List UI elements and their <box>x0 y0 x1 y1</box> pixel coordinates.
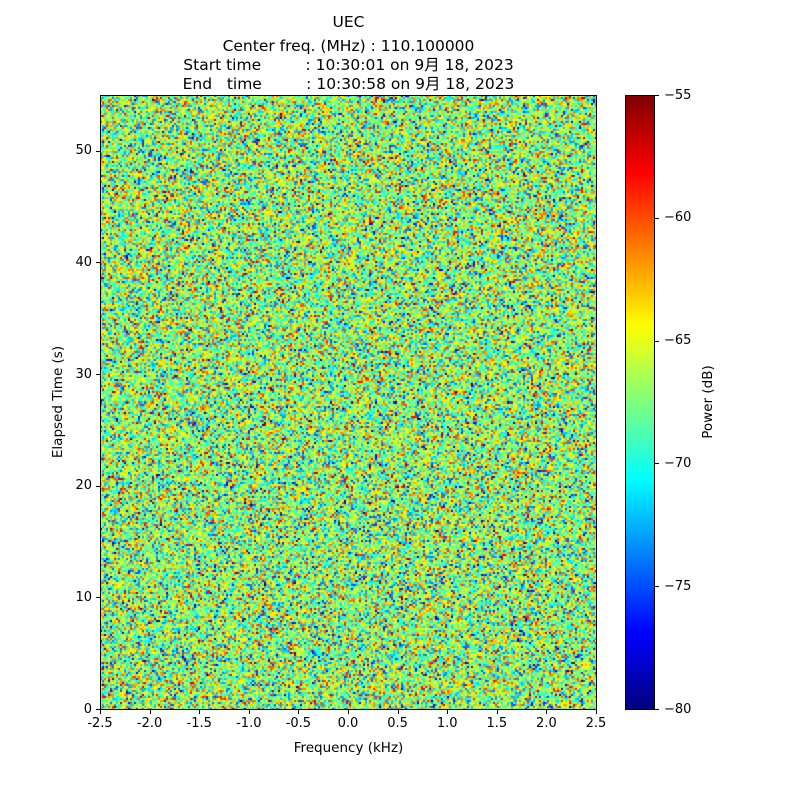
colorbar-tick-label: −60 <box>664 210 692 226</box>
x-tick-mark <box>596 710 597 714</box>
x-tick-label: -2.0 <box>136 716 163 731</box>
x-tick-label: 2.0 <box>536 716 557 731</box>
y-tick-mark <box>96 486 100 487</box>
x-tick-label: 2.5 <box>585 716 607 731</box>
x-tick-label: -2.5 <box>87 716 113 731</box>
y-tick-label: 30 <box>75 366 92 382</box>
x-tick-label: -1.0 <box>236 716 262 731</box>
y-axis-label: Elapsed Time (s) <box>50 345 66 459</box>
x-tick-label: 0.0 <box>337 716 359 731</box>
header-start-time: Start time : 10:30:01 on 9月 18, 2023 <box>183 56 514 74</box>
x-tick-mark <box>150 710 151 714</box>
x-tick-label: 1.5 <box>486 716 508 731</box>
y-tick-label: 50 <box>75 143 92 159</box>
figure-title: UEC <box>332 13 365 31</box>
figure-header: Center freq. (MHz) : 110.100000 Start ti… <box>100 37 597 94</box>
x-tick-label: -0.5 <box>285 716 312 731</box>
colorbar-tick-mark <box>655 218 659 219</box>
y-tick-mark <box>96 262 100 263</box>
colorbar-tick-mark <box>655 709 659 710</box>
colorbar-tick-label: −75 <box>664 578 692 594</box>
y-tick-label: 10 <box>75 589 92 605</box>
colorbar-tick-mark <box>655 586 659 587</box>
x-axis-label: Frequency (kHz) <box>293 740 404 756</box>
x-tick-mark <box>546 710 547 714</box>
spectrogram-heatmap <box>100 95 597 710</box>
y-tick-label: 0 <box>83 701 92 717</box>
y-tick-mark <box>96 374 100 375</box>
x-tick-mark <box>199 710 200 714</box>
y-tick-label: 40 <box>75 254 92 270</box>
x-tick-mark <box>100 710 101 714</box>
colorbar-gradient <box>625 95 655 710</box>
colorbar-tick-label: −80 <box>664 701 692 717</box>
colorbar-tick-label: −55 <box>664 87 692 103</box>
x-tick-mark <box>348 710 349 714</box>
x-tick-mark <box>398 710 399 714</box>
x-tick-label: 1.0 <box>436 716 458 731</box>
colorbar-tick-label: −65 <box>664 333 692 349</box>
colorbar-tick-label: −70 <box>664 455 692 471</box>
x-tick-label: 0.5 <box>387 716 408 731</box>
colorbar-tick-mark <box>655 341 659 342</box>
colorbar-tick-mark <box>655 463 659 464</box>
colorbar-label: Power (dB) <box>700 365 716 439</box>
x-tick-label: -1.5 <box>186 716 212 731</box>
y-tick-mark <box>96 709 100 710</box>
x-tick-mark <box>447 710 448 714</box>
y-tick-mark <box>96 597 100 598</box>
y-tick-label: 20 <box>75 478 92 494</box>
header-end-time: End time : 10:30:58 on 9月 18, 2023 <box>182 75 515 93</box>
x-tick-mark <box>497 710 498 714</box>
x-tick-mark <box>298 710 299 714</box>
header-center-freq: Center freq. (MHz) : 110.100000 <box>222 37 475 55</box>
x-tick-mark <box>249 710 250 714</box>
colorbar-tick-mark <box>655 95 659 96</box>
y-tick-mark <box>96 151 100 152</box>
